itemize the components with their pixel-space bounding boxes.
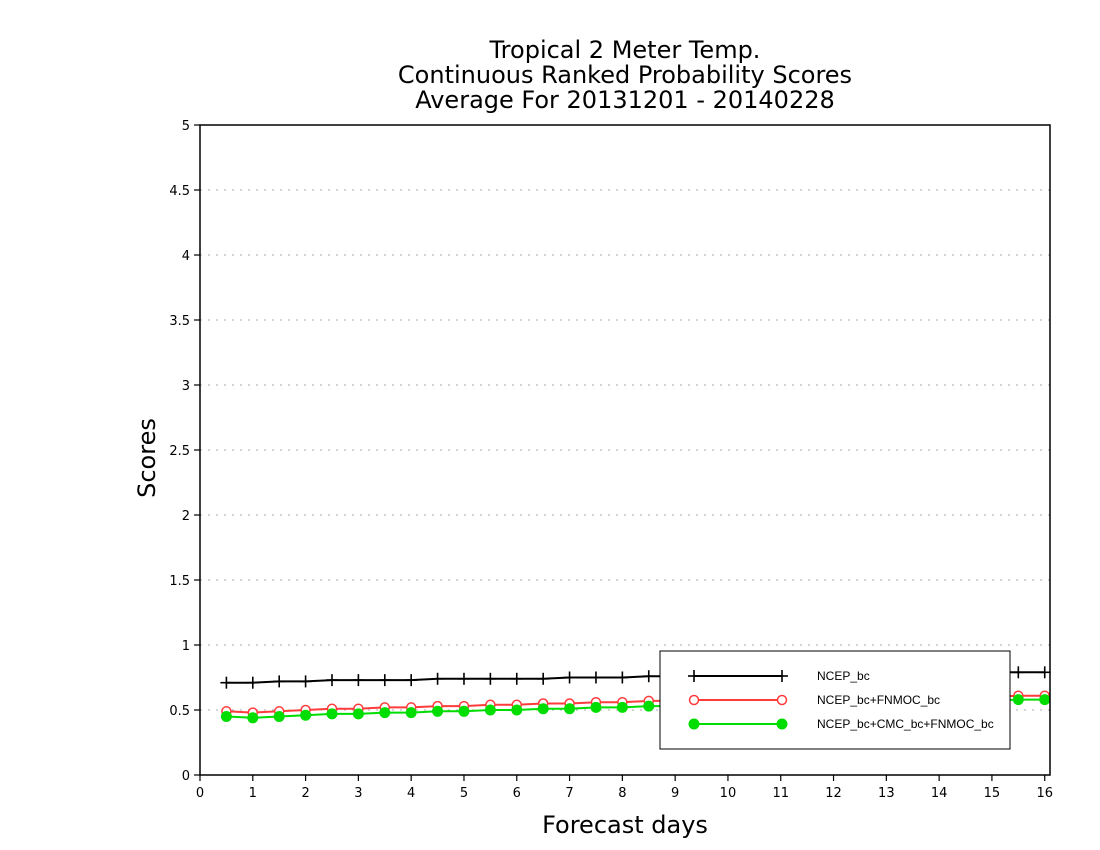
x-tick-label: 15 — [984, 786, 1001, 801]
data-point — [379, 707, 391, 719]
y-tick-label: 1.5 — [169, 574, 190, 589]
y-tick-label: 2 — [182, 509, 190, 524]
data-point — [616, 671, 629, 684]
y-tick-label: 1 — [182, 639, 190, 654]
legend-item: NCEP_bc+FNMOC_bc — [688, 693, 940, 707]
y-tick-label: 0.5 — [169, 704, 190, 719]
x-tick-label: 0 — [196, 786, 204, 801]
legend-marker — [776, 718, 788, 730]
data-point — [616, 701, 628, 713]
x-tick-label: 12 — [825, 786, 842, 801]
y-tick-label: 0 — [182, 769, 190, 784]
data-point — [589, 671, 602, 684]
legend-item: NCEP_bc — [688, 669, 870, 683]
data-point — [352, 674, 365, 687]
y-tick-label: 4.5 — [169, 184, 190, 199]
data-point — [1012, 666, 1025, 679]
x-tick-label: 4 — [407, 786, 415, 801]
x-axis: 0 1 2 3 4 5 6 7 8 9 10 11 12 13 14 15 16 — [196, 775, 1053, 801]
data-point — [220, 711, 232, 722]
x-tick-label: 10 — [720, 786, 737, 801]
data-point — [326, 708, 338, 720]
y-tick-label: 3.5 — [169, 314, 190, 329]
legend-marker — [688, 694, 700, 706]
y-axis-label: Scores — [133, 418, 161, 498]
x-tick-label: 9 — [671, 786, 679, 801]
data-point — [510, 672, 523, 685]
x-tick-label: 5 — [460, 786, 468, 801]
y-tick-label: 5 — [182, 119, 190, 134]
data-point — [273, 675, 286, 688]
data-point — [1038, 666, 1051, 679]
data-point — [642, 670, 655, 683]
data-point — [511, 704, 523, 716]
y-axis: 0 0.5 1 1.5 2 2.5 3 3.5 4 4.5 5 — [169, 119, 200, 784]
data-point — [273, 711, 285, 722]
data-point — [484, 704, 496, 716]
x-tick-label: 14 — [931, 786, 948, 801]
data-point — [537, 672, 550, 685]
legend-label: NCEP_bc+CMC_bc+FNMOC_bc — [817, 717, 994, 731]
data-point — [247, 712, 259, 724]
x-tick-label: 8 — [618, 786, 626, 801]
x-tick-label: 1 — [249, 786, 257, 801]
chart-title: Tropical 2 Meter Temp.Continuous Ranked … — [398, 36, 852, 114]
x-tick-label: 16 — [1036, 786, 1053, 801]
legend-marker — [776, 670, 788, 682]
x-tick-label: 3 — [354, 786, 362, 801]
x-axis-label: Forecast days — [542, 811, 708, 839]
legend-item: NCEP_bc+CMC_bc+FNMOC_bc — [688, 717, 994, 731]
data-point — [484, 672, 497, 685]
grid-lines — [200, 189, 1050, 711]
data-point — [432, 705, 444, 717]
data-point — [378, 674, 391, 687]
data-point — [590, 701, 602, 713]
legend-label: NCEP_bc — [817, 669, 870, 683]
legend-marker — [688, 670, 700, 682]
data-point — [220, 676, 233, 689]
x-tick-label: 11 — [772, 786, 789, 801]
y-tick-label: 3 — [182, 379, 190, 394]
data-point — [1012, 694, 1024, 706]
x-tick-label: 7 — [565, 786, 573, 801]
data-point — [564, 703, 576, 715]
data-point — [352, 708, 364, 720]
y-tick-label: 4 — [182, 249, 190, 264]
x-tick-label: 13 — [878, 786, 895, 801]
data-point — [431, 672, 444, 685]
y-tick-label: 2.5 — [169, 444, 190, 459]
data-point — [458, 705, 470, 717]
data-point — [405, 674, 418, 687]
data-point — [299, 675, 312, 688]
data-point — [325, 674, 338, 687]
data-point — [457, 672, 470, 685]
x-tick-label: 2 — [301, 786, 309, 801]
x-tick-label: 6 — [513, 786, 521, 801]
data-point — [1039, 694, 1051, 706]
legend-label: NCEP_bc+FNMOC_bc — [817, 693, 940, 707]
legend-marker — [776, 694, 788, 706]
title-line: Continuous Ranked Probability Scores — [398, 61, 852, 89]
title-line: Average For 20131201 - 20140228 — [415, 86, 835, 114]
data-point — [300, 709, 312, 721]
data-point — [563, 671, 576, 684]
data-point — [405, 707, 417, 719]
legend-marker — [688, 718, 700, 730]
data-point — [643, 700, 655, 712]
data-point — [537, 703, 549, 715]
legend: NCEP_bc NCEP_bc+FNMOC_bc NCEP_bc+CMC_bc+FN… — [659, 650, 1011, 750]
data-point — [246, 676, 259, 689]
title-line: Tropical 2 Meter Temp. — [489, 36, 761, 64]
